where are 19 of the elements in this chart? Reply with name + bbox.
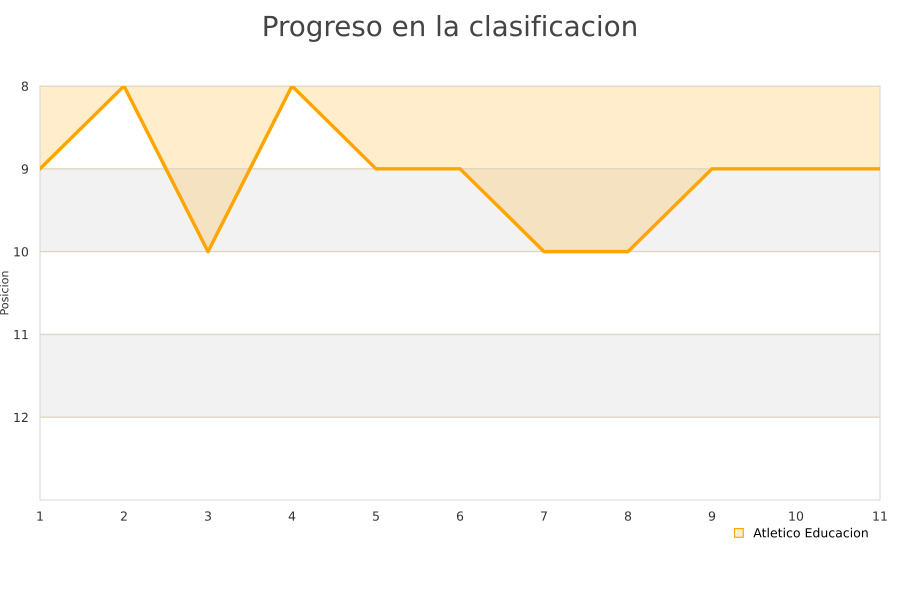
x-tick-label: 1	[37, 511, 43, 521]
x-tick-label: 9	[708, 511, 716, 521]
y-tick-label: 11	[14, 330, 28, 340]
x-tick-label: 4	[288, 511, 296, 521]
x-tick-label: 5	[372, 511, 379, 521]
x-tick-label: 10	[789, 511, 804, 521]
y-tick-label: 10	[14, 247, 28, 257]
x-tick-label: 3	[204, 511, 211, 521]
y-axis-title: Posicion	[0, 271, 8, 314]
y-tick-label: 9	[22, 164, 28, 174]
legend-label: Atletico Educacion	[753, 528, 868, 538]
x-tick-label: 8	[624, 511, 632, 521]
y-tick-label: 8	[22, 81, 28, 91]
x-tick-label: 2	[120, 511, 127, 521]
x-tick-label: 6	[456, 511, 464, 521]
x-tick-label: 7	[541, 511, 547, 521]
y-tick-label: 12	[14, 412, 28, 422]
x-tick-label: 11	[873, 511, 887, 521]
chart-title: Progreso en la clasificacion	[264, 15, 636, 42]
